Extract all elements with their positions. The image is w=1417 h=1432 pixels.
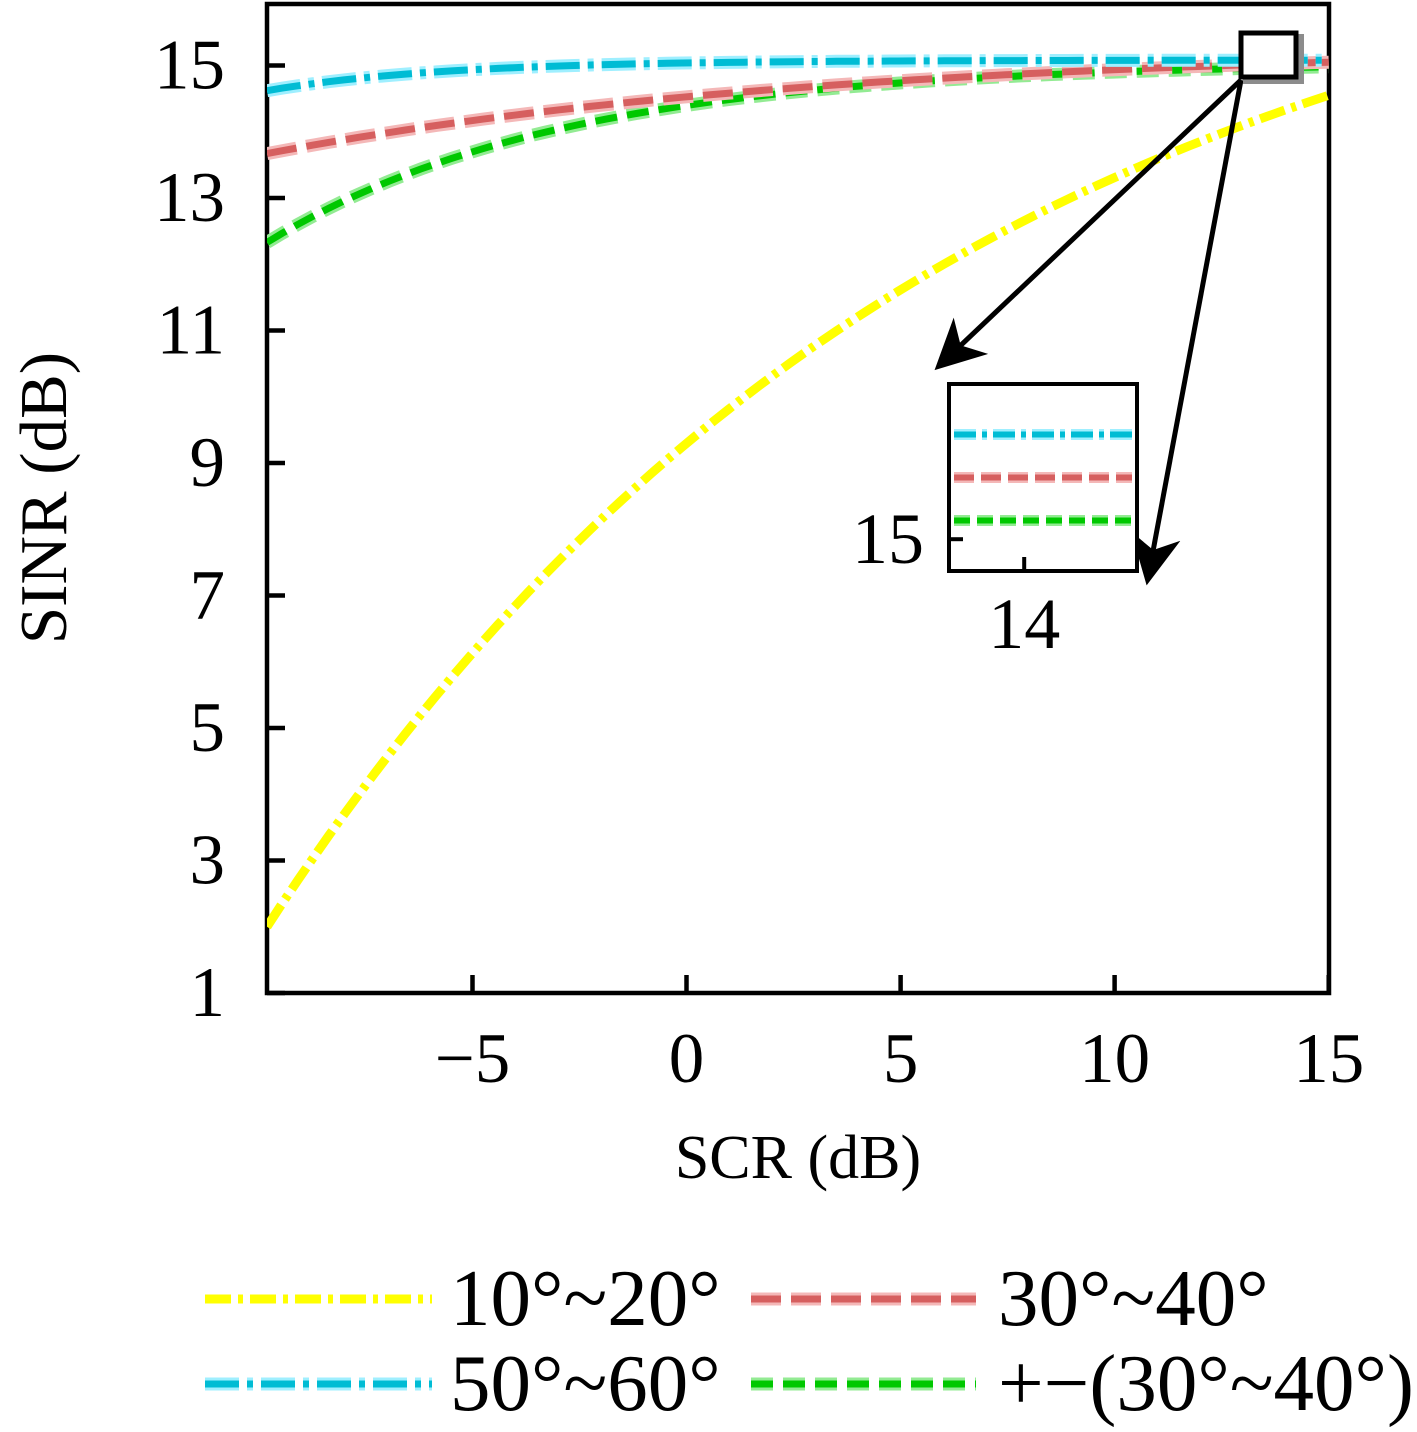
- svg-text:50°~60°: 50°~60°: [450, 1338, 721, 1427]
- svg-text:SINR (dB): SINR (dB): [7, 352, 81, 644]
- svg-text:15: 15: [852, 499, 924, 579]
- svg-text:5: 5: [190, 689, 226, 767]
- svg-text:7: 7: [190, 557, 226, 635]
- svg-text:9: 9: [190, 424, 226, 502]
- svg-text:5: 5: [883, 1020, 919, 1098]
- svg-text:SCR (dB): SCR (dB): [675, 1124, 921, 1192]
- svg-text:3: 3: [190, 822, 226, 900]
- svg-text:1: 1: [190, 954, 226, 1032]
- svg-text:10°~20°: 10°~20°: [450, 1253, 721, 1343]
- svg-text:15: 15: [154, 27, 225, 105]
- svg-text:15: 15: [1293, 1020, 1364, 1098]
- svg-text:10: 10: [1079, 1020, 1150, 1098]
- svg-text:13: 13: [154, 159, 225, 237]
- svg-text:14: 14: [988, 584, 1060, 664]
- svg-text:11: 11: [157, 292, 225, 370]
- svg-text:30°~40°: 30°~40°: [998, 1253, 1269, 1343]
- svg-text:0: 0: [669, 1020, 705, 1098]
- svg-text:−5: −5: [435, 1020, 511, 1098]
- svg-text:+−(30°~40°): +−(30°~40°): [998, 1338, 1414, 1427]
